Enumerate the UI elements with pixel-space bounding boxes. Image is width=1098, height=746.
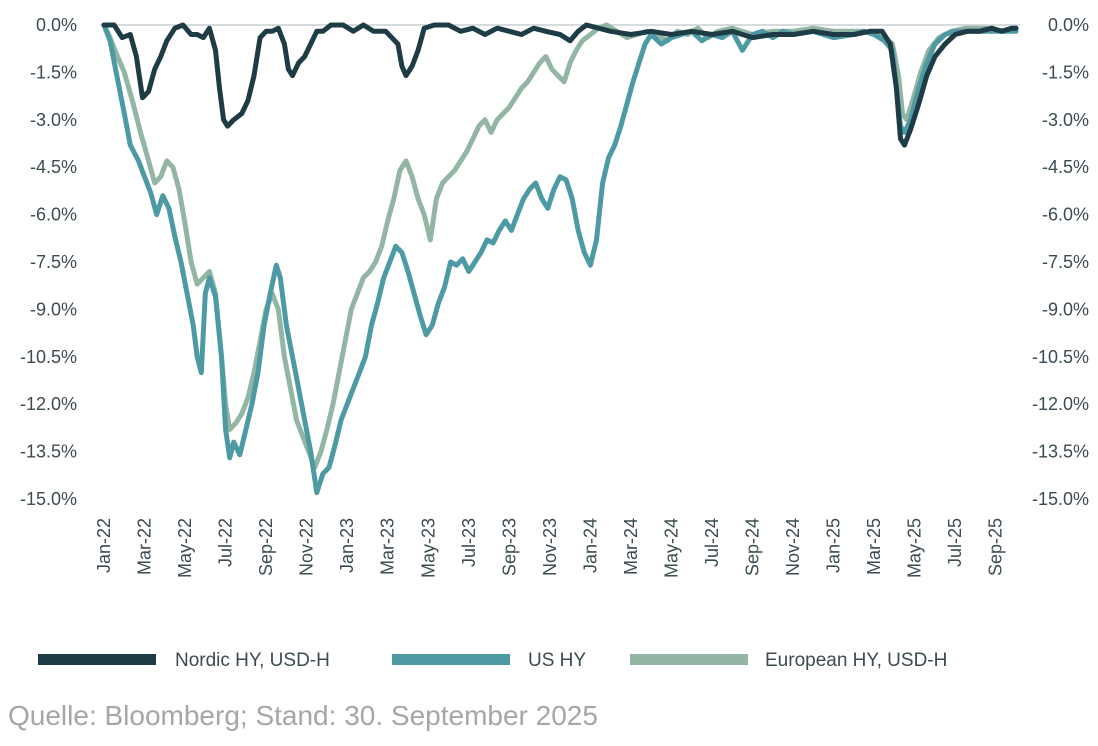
y-tick-label-left: -12.0% bbox=[20, 394, 77, 414]
x-tick-label: May-22 bbox=[175, 518, 195, 578]
legend-label: European HY, USD-H bbox=[765, 650, 947, 671]
legend-swatch bbox=[630, 654, 748, 665]
x-tick-label: Jan-22 bbox=[94, 518, 114, 573]
x-tick-label: Jul-23 bbox=[459, 518, 479, 567]
y-tick-label-left: -1.5% bbox=[30, 62, 77, 82]
y-tick-label-right: -4.5% bbox=[1042, 157, 1089, 177]
series-line-us-hy bbox=[101, 22, 1019, 496]
series-line-nordic-hy-usd-h bbox=[101, 22, 1019, 148]
source-note: Quelle: Bloomberg; Stand: 30. September … bbox=[8, 700, 598, 731]
y-tick-label-left: -7.5% bbox=[30, 252, 77, 272]
x-tick-label: Jul-22 bbox=[216, 518, 236, 567]
y-tick-label-right: -6.0% bbox=[1042, 205, 1089, 225]
y-tick-label-left: -4.5% bbox=[30, 157, 77, 177]
legend-swatch bbox=[38, 654, 156, 665]
y-tick-label-right: -9.0% bbox=[1042, 299, 1089, 319]
x-tick-label: Mar-23 bbox=[378, 518, 398, 575]
x-tick-label: Sep-23 bbox=[499, 518, 519, 576]
y-tick-label-right: -7.5% bbox=[1042, 252, 1089, 272]
x-tick-label: May-25 bbox=[905, 518, 925, 578]
y-tick-label-right: -3.0% bbox=[1042, 110, 1089, 130]
x-tick-label: Jan-24 bbox=[580, 518, 600, 573]
series-line-european-hy-usd-h bbox=[101, 22, 1019, 470]
x-tick-label: Nov-22 bbox=[297, 518, 317, 576]
y-tick-label-left: -9.0% bbox=[30, 299, 77, 319]
x-tick-label: Mar-22 bbox=[135, 518, 155, 575]
x-tick-label: Sep-22 bbox=[256, 518, 276, 576]
legend: Nordic HY, USD-H US HY European HY, USD-H bbox=[38, 650, 947, 671]
legend-swatch bbox=[392, 654, 510, 665]
right-y-axis: 0.0% -1.5% -3.0% -4.5% -6.0% -7.5% -9.0% -10.5%… bbox=[1032, 15, 1089, 509]
y-tick-label-left: -15.0% bbox=[20, 489, 77, 509]
x-tick-label: Jul-25 bbox=[945, 518, 965, 567]
y-tick-label-left: -10.5% bbox=[20, 347, 77, 367]
y-tick-label-right: -10.5% bbox=[1032, 347, 1089, 367]
left-y-axis: 0.0% -1.5% -3.0% -4.5% -6.0% -7.5% -9.0% -10.5%… bbox=[20, 15, 77, 509]
x-tick-label: Nov-23 bbox=[540, 518, 560, 576]
legend-label: Nordic HY, USD-H bbox=[175, 650, 330, 671]
y-tick-label-left: -6.0% bbox=[30, 205, 77, 225]
x-tick-label: May-24 bbox=[661, 518, 681, 578]
legend-label: US HY bbox=[528, 650, 586, 671]
x-tick-label: Sep-24 bbox=[743, 518, 763, 576]
y-tick-label-left: -3.0% bbox=[30, 110, 77, 130]
y-tick-label-right: 0.0% bbox=[1048, 15, 1089, 35]
x-tick-label: Mar-24 bbox=[621, 518, 641, 575]
y-tick-label-left: 0.0% bbox=[36, 15, 77, 35]
x-tick-label: Sep-25 bbox=[986, 518, 1006, 576]
x-axis: Jan-22 Mar-22 May-22 Jul-22 Sep-22 Nov-22 Jan-… bbox=[94, 518, 1006, 578]
x-tick-label: Jan-25 bbox=[824, 518, 844, 573]
x-tick-label: Jul-24 bbox=[702, 518, 722, 567]
y-tick-label-left: -13.5% bbox=[20, 442, 77, 462]
series-lines bbox=[101, 22, 1019, 496]
y-tick-label-right: -12.0% bbox=[1032, 394, 1089, 414]
x-tick-label: Jan-23 bbox=[337, 518, 357, 573]
y-tick-label-right: -13.5% bbox=[1032, 442, 1089, 462]
y-tick-label-right: -15.0% bbox=[1032, 489, 1089, 509]
x-tick-label: Nov-24 bbox=[783, 518, 803, 576]
y-tick-label-right: -1.5% bbox=[1042, 62, 1089, 82]
x-tick-label: May-23 bbox=[418, 518, 438, 578]
x-tick-label: Mar-25 bbox=[864, 518, 884, 575]
